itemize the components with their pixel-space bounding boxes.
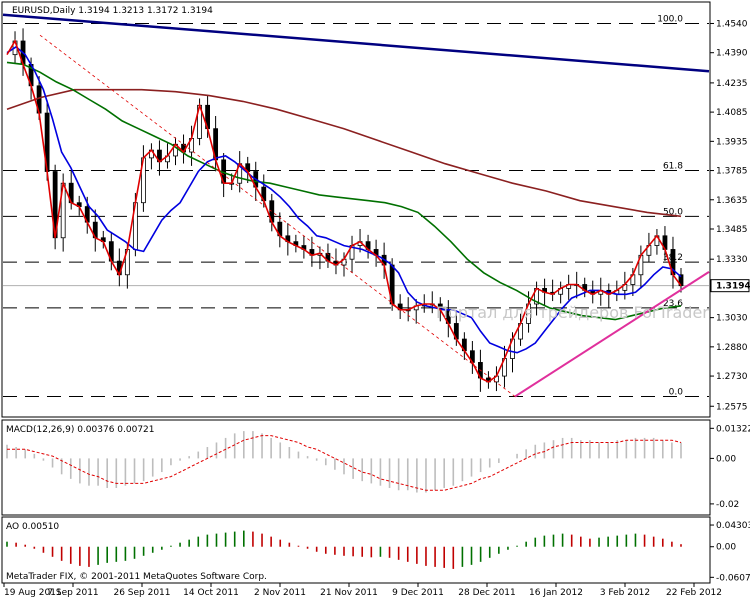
price-tick-label: 1.3785 xyxy=(716,167,748,177)
macd-tick-label: 0.01322 xyxy=(716,424,750,434)
time-tick-label: 16 Jan 2012 xyxy=(529,588,583,598)
chart-header: EURUSD,Daily 1.3194 1.3213 1.3172 1.3194 xyxy=(12,6,213,16)
price-tick-label: 1.3330 xyxy=(716,255,748,265)
price-tick-label: 1.4390 xyxy=(716,49,748,59)
price-tick-label: 1.4235 xyxy=(716,79,748,89)
ao-pane[interactable] xyxy=(1,516,711,584)
macd-histogram xyxy=(6,431,682,493)
ma-fast-line xyxy=(6,39,682,383)
fibonacci-label: 100.0 xyxy=(657,14,683,24)
price-tick-label: 1.2575 xyxy=(716,402,748,412)
current-price-label: 1.3194 xyxy=(716,282,750,292)
macd-pane[interactable] xyxy=(1,419,711,516)
time-tick-label: 28 Dec 2011 xyxy=(458,588,516,598)
watermark-text: Портал для трейдеров ForTrader xyxy=(436,303,709,322)
ma-mid-line xyxy=(6,45,682,354)
time-tick-label: 9 Dec 2011 xyxy=(392,588,444,598)
ao-tick-label: -0.0607 xyxy=(716,573,750,583)
ao-tick-label: 0.00 xyxy=(716,543,736,553)
trend-lines xyxy=(2,13,710,398)
price-tick-label: 1.2730 xyxy=(716,372,748,382)
price-tick-label: 1.3635 xyxy=(716,196,748,206)
price-pane[interactable] xyxy=(1,1,711,418)
time-tick-label: 3 Feb 2012 xyxy=(600,588,650,598)
time-tick-label: 22 Feb 2012 xyxy=(666,588,722,598)
time-tick-label: 26 Sep 2011 xyxy=(113,588,170,598)
price-tick-label: 1.3030 xyxy=(716,314,748,324)
price-tick-label: 1.3935 xyxy=(716,137,748,147)
ma-long-line xyxy=(6,88,682,218)
time-tick-label: 7 Sep 2011 xyxy=(47,588,98,598)
price-tick-label: 1.4540 xyxy=(716,19,748,29)
ao-axis: 0.04303 0.00 -0.0607 xyxy=(710,521,750,583)
moving-averages xyxy=(6,39,682,383)
fibonacci-label: 61.8 xyxy=(663,162,683,172)
macd-label: MACD(12,26,9) 0.00376 0.00721 xyxy=(6,425,155,435)
ao-tick-label: 0.04303 xyxy=(716,521,750,531)
price-tick-label: 1.2880 xyxy=(716,343,748,353)
macd-axis: 0.01322 0.00 -0.02 xyxy=(710,424,750,510)
time-tick-label: 14 Oct 2011 xyxy=(183,588,239,598)
fibonacci-label: 50.0 xyxy=(663,207,683,217)
price-tick-label: 1.4085 xyxy=(716,108,748,118)
ma-slow-line xyxy=(6,61,682,321)
macd-tick-label: 0.00 xyxy=(716,454,736,464)
price-axis: 1.4540 1.4390 1.4235 1.4085 1.3935 1.3785 1.36… xyxy=(710,19,750,412)
macd-tick-label: -0.02 xyxy=(716,500,739,510)
time-tick-label: 21 Nov 2011 xyxy=(320,588,378,598)
current-price-box xyxy=(710,279,750,293)
fibonacci-label: 0.0 xyxy=(669,388,684,398)
fibonacci-label: 23.6 xyxy=(663,299,683,309)
price-tick-label: 1.3485 xyxy=(716,225,748,235)
time-tick-label: 2 Nov 2011 xyxy=(254,588,306,598)
time-tick-label: 19 Aug 2011 xyxy=(4,588,62,598)
upper-trend-line xyxy=(2,13,710,73)
ao-histogram xyxy=(6,530,682,569)
copyright-text: MetaTrader FIX, © 2001-2011 MetaQuotes S… xyxy=(6,572,267,582)
ao-label: AO 0.00510 xyxy=(6,522,59,532)
lower-trend-line xyxy=(514,271,710,398)
